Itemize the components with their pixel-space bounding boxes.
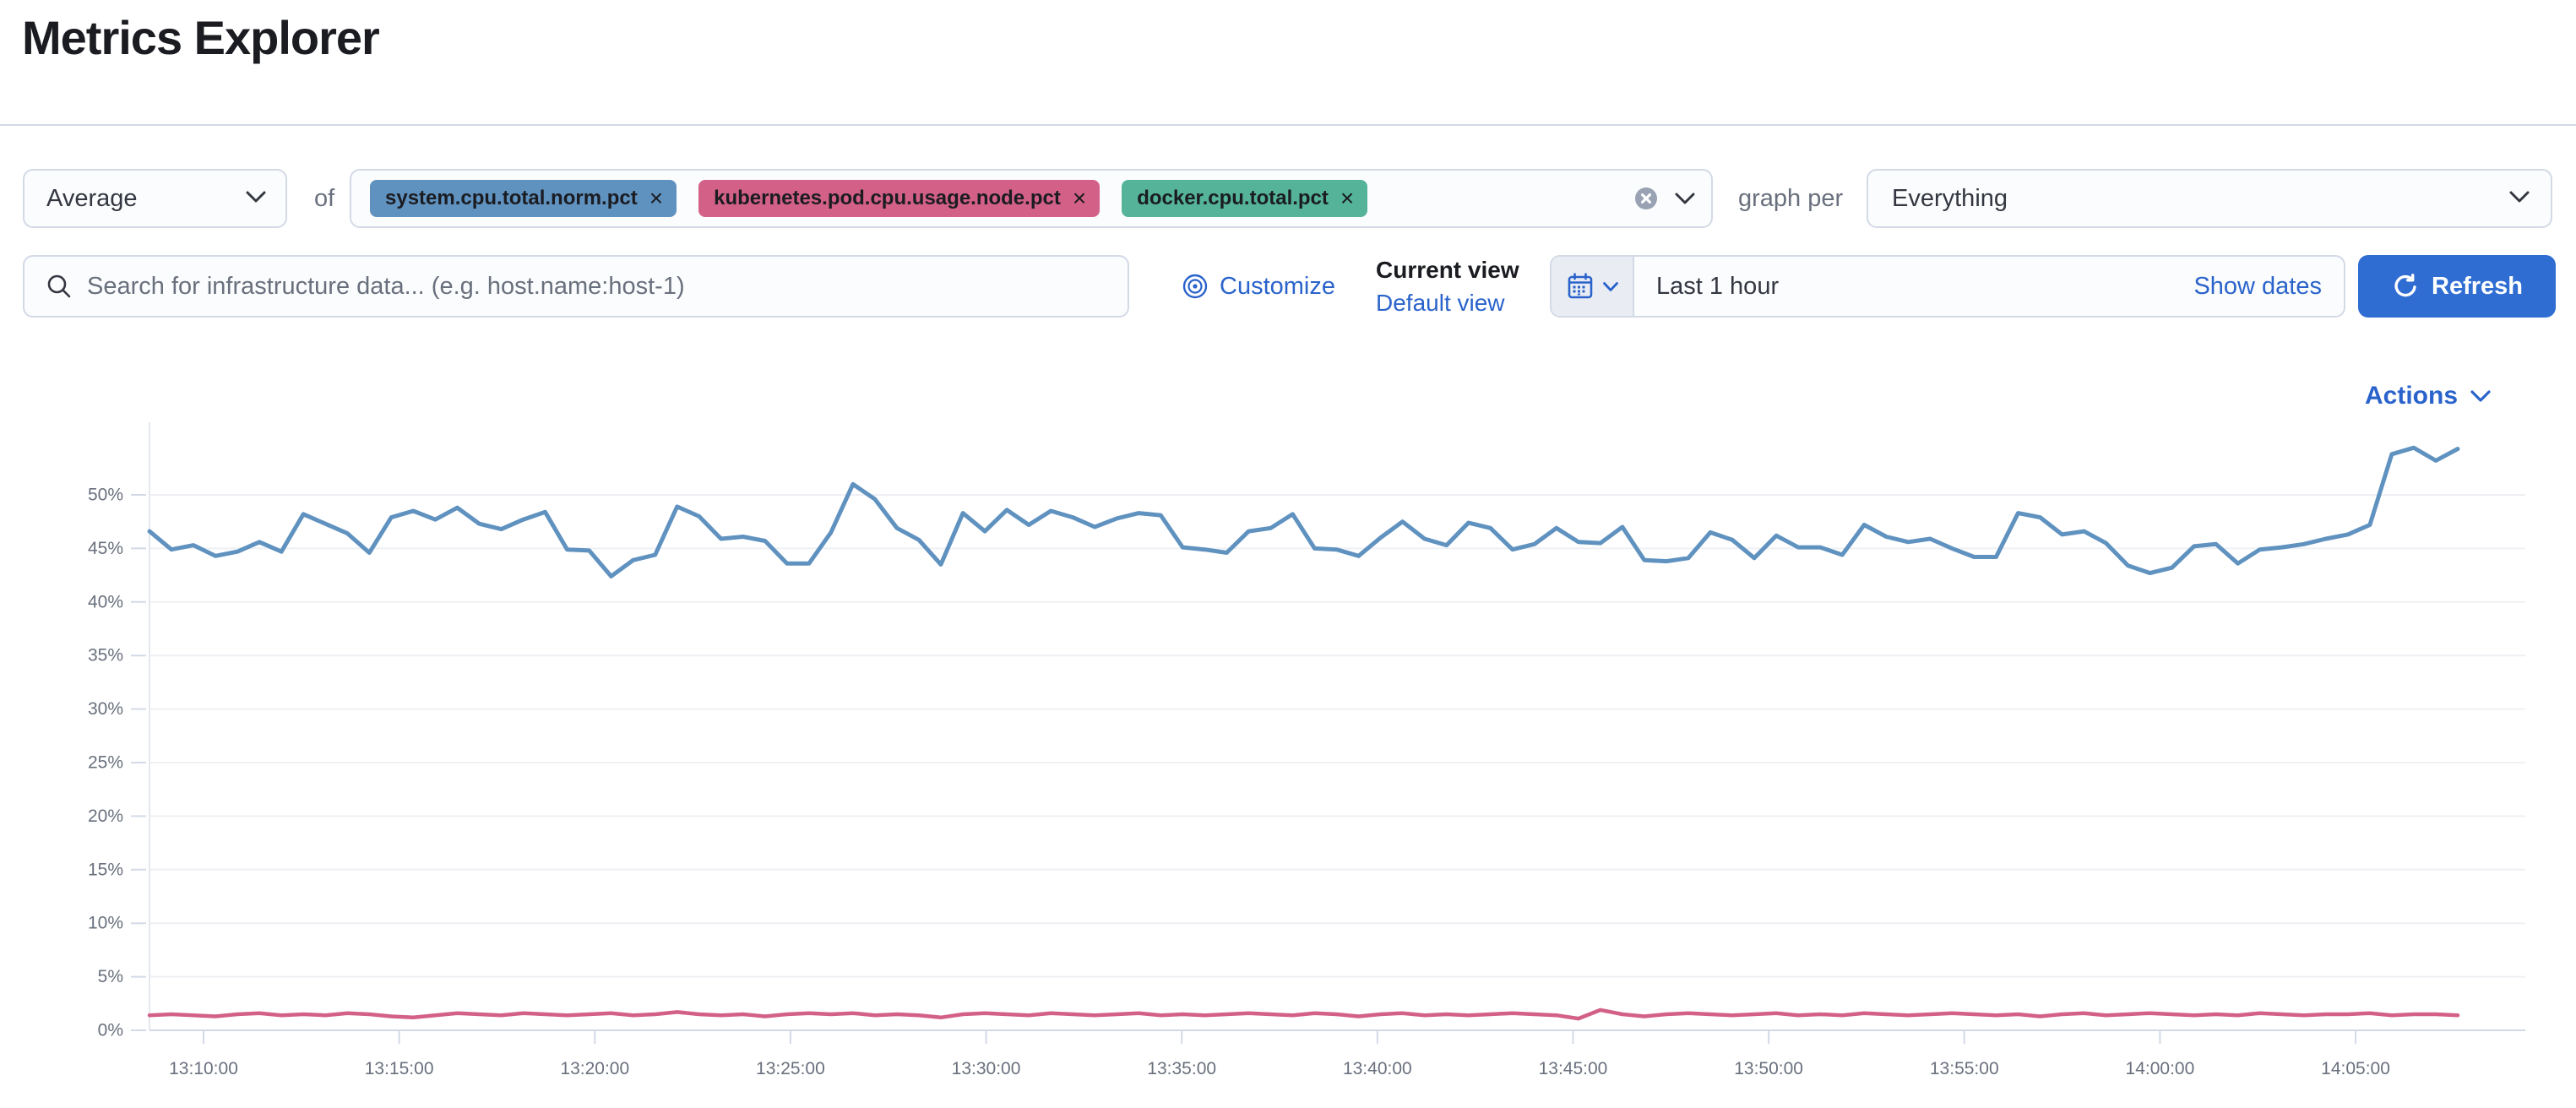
refresh-label: Refresh [2432, 272, 2523, 300]
chevron-down-icon[interactable] [1674, 192, 1696, 205]
svg-text:50%: 50% [88, 486, 123, 505]
date-range-value[interactable]: Last 1 hour [1656, 272, 1780, 300]
svg-text:14:00:00: 14:00:00 [2126, 1059, 2195, 1078]
actions-label: Actions [2365, 382, 2459, 410]
remove-metric-icon[interactable]: × [1340, 185, 1355, 211]
svg-text:13:35:00: 13:35:00 [1147, 1059, 1216, 1078]
page-title: Metrics Explorer [22, 11, 380, 64]
search-box[interactable] [23, 255, 1129, 318]
metric-pill-label: system.cpu.total.norm.pct [385, 187, 638, 209]
header-divider [0, 124, 2576, 126]
metrics-combo-box[interactable]: system.cpu.total.norm.pct × kubernetes.pod… [350, 169, 1713, 228]
svg-text:10%: 10% [88, 914, 123, 933]
metric-pill[interactable]: kubernetes.pod.cpu.usage.node.pct × [698, 180, 1101, 217]
svg-text:13:55:00: 13:55:00 [1930, 1059, 1999, 1078]
aggregation-select[interactable]: Average [23, 169, 287, 228]
metric-pill[interactable]: system.cpu.total.norm.pct × [370, 180, 677, 217]
svg-text:13:40:00: 13:40:00 [1343, 1059, 1412, 1078]
show-dates-link[interactable]: Show dates [2193, 272, 2322, 300]
svg-text:45%: 45% [88, 539, 123, 558]
search-icon [45, 272, 73, 301]
svg-text:5%: 5% [98, 967, 123, 986]
svg-text:35%: 35% [88, 646, 123, 665]
group-by-select[interactable]: Everything [1867, 169, 2552, 228]
remove-metric-icon[interactable]: × [649, 185, 664, 211]
date-picker: Last 1 hour Show dates [1550, 255, 2345, 318]
metric-pill-label: kubernetes.pod.cpu.usage.node.pct [714, 187, 1061, 209]
svg-text:13:30:00: 13:30:00 [952, 1059, 1021, 1078]
svg-text:40%: 40% [88, 592, 123, 611]
series-line-system.cpu.total.norm.pct [147, 445, 2460, 578]
group-by-value: Everything [1892, 184, 2008, 212]
search-input[interactable] [87, 272, 1111, 301]
chevron-down-icon [1602, 281, 1619, 292]
svg-text:13:15:00: 13:15:00 [365, 1059, 434, 1078]
svg-text:14:05:00: 14:05:00 [2321, 1059, 2390, 1078]
svg-text:13:10:00: 13:10:00 [169, 1059, 238, 1078]
refresh-button[interactable]: Refresh [2358, 255, 2556, 318]
customize-label: Customize [1220, 272, 1335, 300]
customize-button[interactable]: Customize [1181, 255, 1335, 318]
refresh-icon [2391, 272, 2420, 301]
metric-pill[interactable]: docker.cpu.total.pct × [1122, 180, 1368, 217]
view-name-link[interactable]: Default view [1376, 289, 1505, 316]
view-selector: Current view Default view [1376, 255, 1519, 318]
svg-text:20%: 20% [88, 807, 123, 826]
metrics-line-chart[interactable]: 0% 5% 10% 15% 20% 25% 30% 35% 40% 45% 50% 13:10:00 1… [0, 397, 2576, 1108]
chevron-down-icon [245, 190, 267, 208]
metric-pill-label: docker.cpu.total.pct [1137, 187, 1329, 209]
svg-text:13:25:00: 13:25:00 [756, 1059, 825, 1078]
actions-menu-button[interactable]: Actions [2365, 382, 2492, 410]
chevron-down-icon [2470, 389, 2492, 403]
combo-controls [1632, 184, 1696, 213]
eye-icon [1181, 272, 1209, 301]
svg-text:13:20:00: 13:20:00 [560, 1059, 629, 1078]
svg-text:25%: 25% [88, 753, 123, 773]
aggregation-value: Average [46, 184, 138, 212]
current-view-label: Current view [1376, 256, 1519, 283]
of-label: of [314, 184, 335, 212]
remove-metric-icon[interactable]: × [1072, 185, 1087, 211]
clear-all-metrics-icon[interactable] [1632, 184, 1660, 213]
date-quick-select-button[interactable] [1552, 257, 1634, 316]
chevron-down-icon [2508, 190, 2530, 208]
svg-text:0%: 0% [98, 1021, 123, 1040]
series-line-kubernetes.pod.cpu.usage.node.pct [147, 1008, 2460, 1021]
svg-text:30%: 30% [88, 699, 123, 719]
calendar-icon [1565, 271, 1595, 301]
svg-text:13:45:00: 13:45:00 [1539, 1059, 1608, 1078]
svg-text:13:50:00: 13:50:00 [1734, 1059, 1803, 1078]
metric-pill-list: system.cpu.total.norm.pct × kubernetes.pod… [370, 180, 1610, 217]
svg-text:15%: 15% [88, 860, 123, 879]
graph-per-label: graph per [1738, 184, 1844, 212]
